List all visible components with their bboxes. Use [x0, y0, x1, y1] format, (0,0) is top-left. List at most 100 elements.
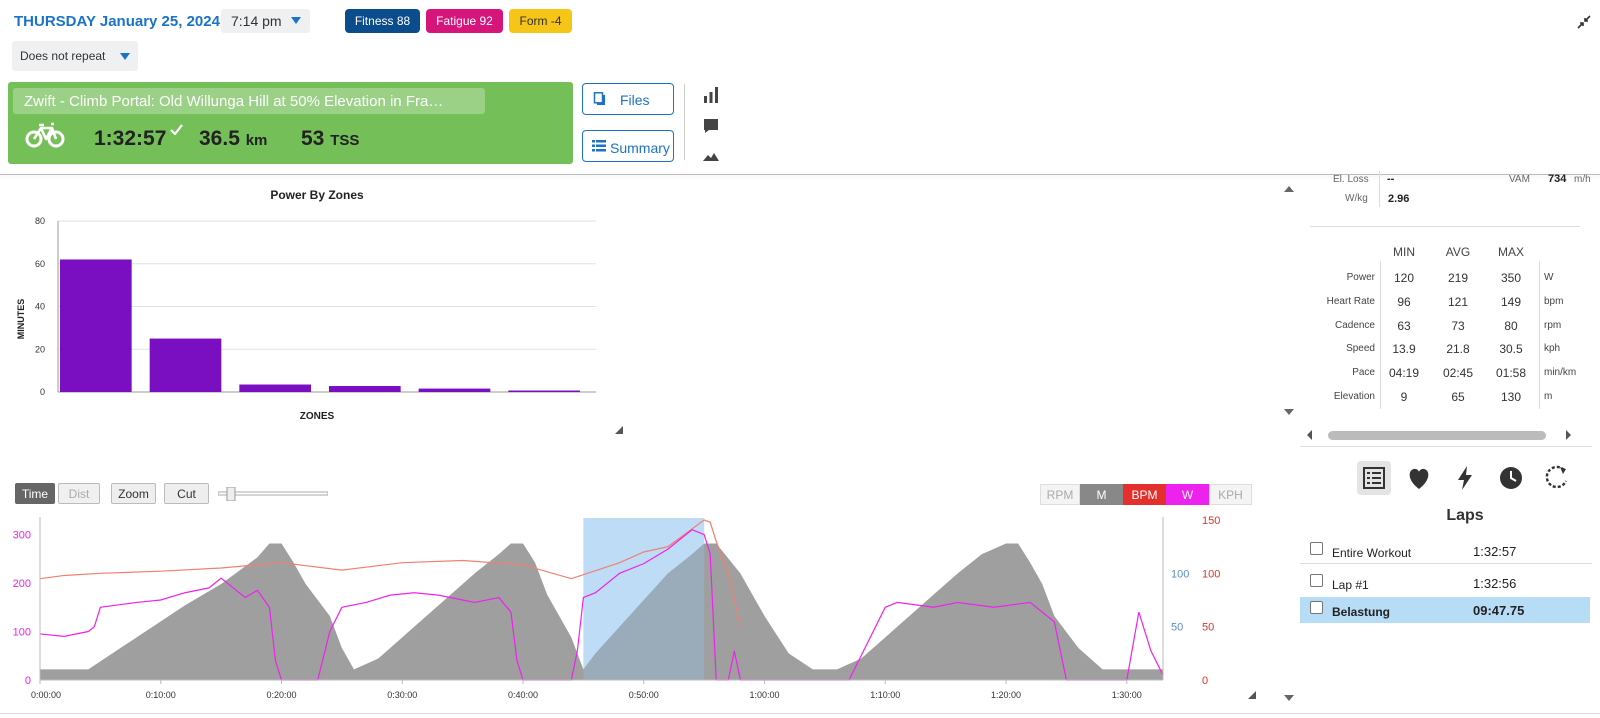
heart-rate-toggle[interactable]: BPM	[1123, 484, 1166, 505]
x-tick-label: 0:50:00	[629, 690, 659, 700]
stat-unit: kph	[1544, 343, 1561, 355]
cut-button[interactable]: Cut	[164, 483, 209, 504]
stat-min: 63	[1397, 318, 1411, 333]
chevron-down-icon	[120, 53, 130, 60]
elevation-area	[40, 543, 1163, 680]
lap-row[interactable]: Entire Workout 1:32:57	[1300, 538, 1590, 564]
tab-list[interactable]	[1357, 461, 1391, 495]
lap-checkbox[interactable]	[1310, 574, 1323, 587]
zones-x-label: ZONES	[300, 411, 335, 422]
horizontal-scrollbar[interactable]	[1305, 428, 1573, 442]
collapse-icon[interactable]	[1576, 14, 1592, 30]
heart-rate-series	[39, 519, 741, 627]
scroll-down-icon[interactable]	[1284, 409, 1294, 415]
scroll-thumb[interactable]	[1328, 431, 1546, 440]
stat-min: 9	[1400, 390, 1408, 404]
resize-handle-icon[interactable]	[615, 426, 623, 434]
list-icon	[592, 140, 606, 152]
x-tick-label: 1:00:00	[750, 690, 780, 700]
clock-icon	[1500, 467, 1522, 489]
elevation-tick-label: 100	[1171, 568, 1189, 580]
scroll-right-icon[interactable]	[1566, 430, 1571, 440]
lap-checkbox[interactable]	[1310, 542, 1323, 555]
stat-label: Speed	[1346, 343, 1375, 355]
y-tick-label: 80	[35, 216, 45, 226]
zone-bar[interactable]	[60, 259, 132, 392]
bar-chart-icon[interactable]	[702, 86, 720, 104]
x-tick-label: 1:30:00	[1112, 690, 1142, 700]
power-toggle[interactable]: W	[1166, 484, 1209, 505]
time-mode-button[interactable]: Time	[15, 483, 55, 504]
x-tick-label: 0:10:00	[146, 690, 176, 700]
zoom-slider[interactable]	[218, 487, 328, 501]
speed-toggle[interactable]: KPH	[1209, 484, 1252, 505]
zone-bar[interactable]	[418, 388, 491, 392]
wkg-value: 2.96	[1388, 193, 1410, 205]
zoom-button[interactable]: Zoom	[111, 483, 156, 504]
tab-time[interactable]	[1494, 461, 1528, 495]
tab-power[interactable]	[1448, 461, 1482, 495]
scroll-left-icon[interactable]	[1307, 430, 1312, 440]
lap-row[interactable]: Lap #1 1:32:56	[1300, 570, 1590, 596]
time-value: 7:14 pm	[231, 13, 282, 29]
tab-heart[interactable]	[1402, 461, 1436, 495]
zone-bar[interactable]	[149, 338, 222, 392]
tss-value: 53	[301, 127, 325, 150]
resize-handle-icon[interactable]	[1248, 691, 1256, 699]
workout-title[interactable]: Zwift - Climb Portal: Old Willunga Hill …	[13, 88, 485, 114]
scrollbar[interactable]	[1283, 183, 1295, 703]
files-button[interactable]: Files	[582, 83, 674, 115]
heart-rate-tick-label: 150	[1202, 515, 1220, 527]
workout-distance: 36.5 km	[199, 127, 267, 151]
rpm-toggle[interactable]: RPM	[1040, 484, 1080, 505]
zone-bar[interactable]	[508, 390, 580, 392]
stat-min: 120	[1393, 271, 1415, 285]
selection-overlay	[583, 518, 705, 680]
mountain-icon[interactable]	[702, 147, 720, 165]
repeat-value: Does not repeat	[20, 49, 106, 63]
vam-label: VAM	[1509, 174, 1530, 185]
workout-time-chart[interactable]: 0 100 200 300 50 100 0 50 100 150 0:00:00 0:10:00 0:…	[0, 515, 1262, 705]
header-separator	[0, 174, 1600, 175]
lap-time: 1:32:57	[1473, 544, 1517, 559]
y-tick-label: 20	[35, 344, 45, 354]
zones-bars	[60, 259, 580, 392]
divider	[1300, 446, 1592, 447]
summary-button[interactable]: Summary	[582, 130, 674, 162]
fatigue-badge: Fatigue 92	[426, 9, 503, 33]
stat-avg: 219	[1447, 271, 1469, 285]
scroll-down-icon[interactable]	[1284, 695, 1294, 701]
stat-min: 04:19	[1388, 366, 1420, 381]
lap-time: 1:32:56	[1473, 576, 1517, 591]
comment-icon[interactable]	[702, 117, 720, 135]
zone-bar[interactable]	[329, 386, 401, 392]
scroll-up-icon[interactable]	[1284, 186, 1294, 192]
stat-min: 96	[1397, 294, 1411, 309]
lap-row-selected[interactable]: Belastung 09:47.75	[1300, 597, 1590, 623]
tab-refresh[interactable]	[1540, 461, 1574, 495]
dist-mode-button[interactable]: Dist	[58, 483, 100, 504]
divider	[684, 84, 685, 160]
x-tick-label: 0:40:00	[508, 690, 538, 700]
heart-rate-tick-label: 50	[1202, 622, 1214, 634]
stat-label: Power	[1346, 272, 1375, 283]
stat-avg: 65	[1451, 390, 1465, 404]
chevron-down-icon	[291, 17, 301, 24]
zoom-slider-handle[interactable]	[226, 487, 236, 501]
repeat-select[interactable]: Does not repeat	[12, 41, 138, 71]
stat-max: 30.5	[1499, 342, 1523, 357]
distance-unit: km	[245, 132, 268, 149]
summary-label: Summary	[610, 140, 670, 156]
lap-name: Lap #1	[1332, 578, 1369, 592]
time-select[interactable]: 7:14 pm	[221, 9, 310, 33]
elevation-toggle[interactable]: M	[1080, 484, 1123, 505]
stat-min: 13.9	[1392, 342, 1416, 357]
zone-bar[interactable]	[239, 384, 311, 392]
stat-unit: W	[1544, 272, 1554, 283]
vam-unit: m/h	[1574, 174, 1591, 185]
lap-checkbox[interactable]	[1310, 601, 1323, 614]
workout-date: THURSDAY January 25, 2024	[14, 13, 220, 30]
stat-unit: bpm	[1544, 295, 1564, 307]
x-tick-label: 0:30:00	[387, 690, 417, 700]
y-tick-label: 60	[35, 259, 45, 269]
